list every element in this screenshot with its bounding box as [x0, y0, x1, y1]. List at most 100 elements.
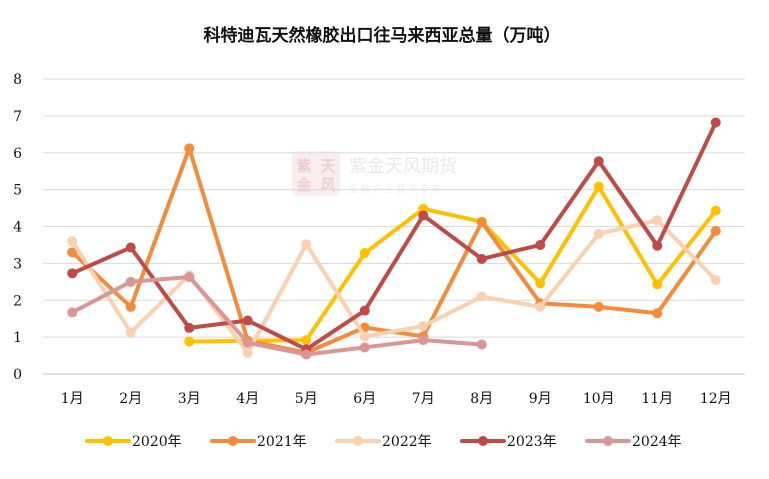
data-point: [710, 205, 721, 216]
x-tick-label: 6月: [353, 391, 376, 407]
x-tick-label: 12月: [700, 391, 732, 407]
data-point: [710, 274, 721, 285]
legend-swatch-marker: [603, 436, 613, 446]
series-layer: [67, 117, 721, 360]
x-tick-label: 4月: [236, 391, 259, 407]
data-point: [652, 279, 663, 290]
data-point: [535, 278, 546, 289]
data-point: [476, 217, 487, 228]
data-point: [535, 301, 546, 312]
watermark-logo-char: 紫: [296, 157, 311, 175]
watermark-slogan: 金 融 产 业 服 务 专 家: [349, 183, 441, 195]
legend-item: 2020年: [85, 434, 182, 450]
legend-label: 2024年: [632, 434, 682, 450]
legend: 2020年 2021年 2022年 2023年 2024年: [85, 434, 682, 450]
legend-item: 2024年: [585, 434, 682, 450]
y-axis: 0 1 2 3 4 5 6 7 8: [13, 72, 22, 383]
data-point: [710, 225, 721, 236]
x-axis: 1月 2月 3月 4月 5月 6月 7月 8月 9月 10月 11月 12月: [61, 391, 732, 407]
x-tick-label: 1月: [61, 391, 84, 407]
chart-title: 科特迪瓦天然橡胶出口往马来西亚总量（万吨）: [204, 25, 561, 46]
data-point: [359, 331, 370, 342]
data-point: [593, 301, 604, 312]
x-tick-label: 5月: [295, 391, 318, 407]
x-tick-label: 9月: [529, 391, 552, 407]
watermark-name: 紫金天风期货: [349, 156, 457, 177]
y-tick-label: 1: [13, 330, 22, 346]
y-tick-label: 7: [13, 109, 22, 125]
x-tick-label: 10月: [583, 391, 615, 407]
y-tick-label: 8: [13, 72, 22, 88]
legend-label: 2021年: [257, 434, 307, 450]
data-point: [359, 248, 370, 259]
data-point: [125, 276, 136, 287]
watermark-logo-char: 天: [320, 157, 336, 175]
legend-label: 2022年: [382, 434, 432, 450]
y-tick-label: 5: [13, 183, 22, 199]
data-point: [476, 339, 487, 350]
watermark-logo: [292, 151, 340, 196]
series-line: [187, 184, 718, 344]
x-tick-label: 11月: [641, 391, 673, 407]
x-tick-label: 7月: [412, 391, 435, 407]
data-point: [301, 335, 312, 346]
data-point: [593, 181, 604, 192]
data-point: [652, 215, 663, 226]
data-point: [535, 239, 546, 250]
legend-swatch-marker: [353, 436, 363, 446]
data-point: [242, 337, 253, 348]
legend-item: 2023年: [460, 434, 557, 450]
legend-swatch-marker: [103, 436, 113, 446]
data-point: [418, 335, 429, 346]
x-tick-label: 3月: [178, 391, 201, 407]
legend-item: 2021年: [210, 434, 307, 450]
data-point: [301, 349, 312, 360]
series-line: [70, 146, 718, 355]
watermark-logo-char: 金: [295, 176, 312, 194]
y-tick-label: 4: [13, 220, 22, 236]
data-point: [593, 156, 604, 167]
data-point: [418, 321, 429, 332]
y-tick-label: 2: [13, 293, 22, 309]
data-point: [359, 305, 370, 316]
data-point: [359, 342, 370, 353]
data-point: [476, 253, 487, 264]
data-point: [184, 272, 195, 283]
legend-item: 2022年: [335, 434, 432, 450]
legend-label: 2020年: [132, 434, 182, 450]
legend-label: 2023年: [507, 434, 557, 450]
data-point: [67, 268, 78, 279]
data-point: [184, 322, 195, 333]
y-tick-label: 6: [13, 146, 22, 162]
data-point: [242, 347, 253, 358]
watermark: 紫 天 金 风 紫金天风期货 金 融 产 业 服 务 专 家: [292, 151, 457, 196]
data-point: [125, 327, 136, 338]
data-point: [67, 247, 78, 258]
data-point: [652, 240, 663, 251]
legend-swatch-marker: [478, 436, 488, 446]
x-tick-label: 8月: [470, 391, 493, 407]
series-line: [70, 275, 484, 357]
series: [67, 215, 721, 358]
series-line: [70, 120, 718, 352]
data-point: [476, 291, 487, 302]
series-line: [70, 218, 718, 355]
legend-swatch-marker: [228, 436, 238, 446]
data-point: [301, 239, 312, 250]
data-point: [184, 336, 195, 347]
data-point: [67, 236, 78, 247]
data-point: [184, 143, 195, 154]
y-tick-label: 3: [13, 256, 22, 272]
y-tick-label: 0: [13, 367, 22, 383]
data-point: [242, 315, 253, 326]
series: [67, 272, 487, 360]
data-point: [710, 117, 721, 128]
data-point: [652, 308, 663, 319]
data-point: [67, 307, 78, 318]
data-point: [593, 228, 604, 239]
data-point: [125, 301, 136, 312]
data-point: [125, 242, 136, 253]
watermark-logo-char: 风: [320, 176, 335, 194]
